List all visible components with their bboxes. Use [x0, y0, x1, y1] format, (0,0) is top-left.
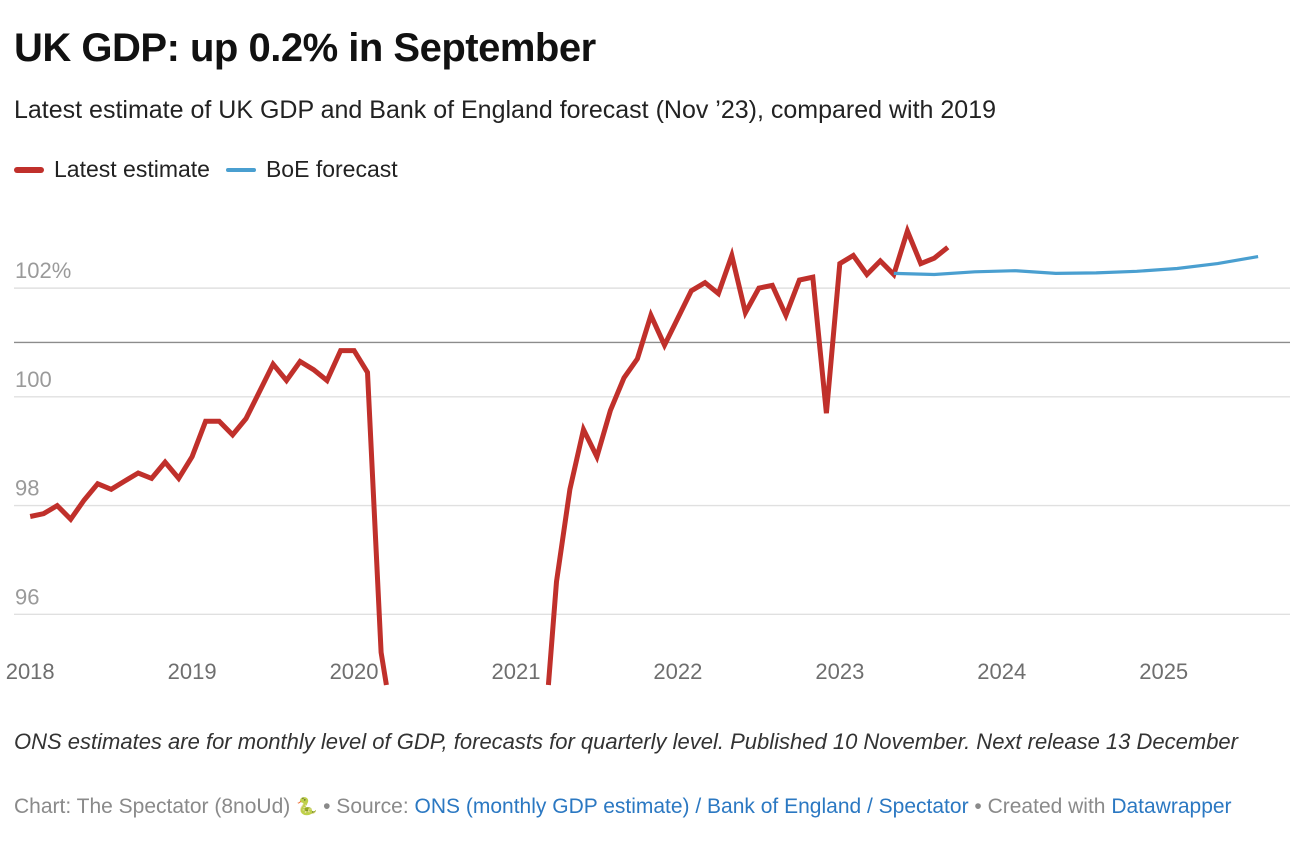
y-tick-label-102: 102% — [15, 258, 71, 283]
chart-title: UK GDP: up 0.2% in September — [14, 26, 596, 70]
chart-credit-line: Chart: The Spectator (8noUd) 🐍 • Source:… — [14, 795, 1232, 819]
source-prefix: • Source: — [323, 795, 409, 818]
snake-icon: 🐍 — [296, 797, 318, 816]
datawrapper-link[interactable]: Datawrapper — [1111, 795, 1232, 818]
x-tick-label-2019: 2019 — [168, 659, 217, 684]
legend-label-latest-estimate: Latest estimate — [54, 156, 210, 182]
chart-subtitle: Latest estimate of UK GDP and Bank of En… — [14, 96, 997, 124]
source-link[interactable]: ONS (monthly GDP estimate) / Bank of Eng… — [414, 795, 969, 818]
x-tick-label-2025: 2025 — [1139, 659, 1188, 684]
x-tick-label-2023: 2023 — [815, 659, 864, 684]
y-tick-label-96: 96 — [15, 584, 39, 609]
x-tick-label-2024: 2024 — [977, 659, 1026, 684]
x-tick-label-2020: 2020 — [330, 659, 379, 684]
created-with-prefix: • Created with — [974, 795, 1106, 818]
legend-item-boe-forecast: BoE forecast — [225, 156, 398, 183]
legend-swatch-boe-forecast — [225, 167, 256, 172]
gridlines — [14, 287, 1290, 616]
series-lines — [29, 223, 1259, 686]
y-axis: 96 98 100 102% — [15, 258, 71, 609]
x-tick-label-2018: 2018 — [6, 659, 55, 684]
x-tick-label-2022: 2022 — [653, 659, 702, 684]
series-line-boe-forecast — [893, 255, 1259, 277]
legend-swatch-latest-estimate — [14, 166, 44, 173]
chart-notes: ONS estimates are for monthly level of G… — [14, 729, 1238, 754]
chart-legend: Latest estimate BoE forecast — [14, 156, 414, 183]
series-line-latest-estimate — [29, 223, 950, 686]
legend-label-boe-forecast: BoE forecast — [265, 156, 398, 182]
x-axis: 2018 2019 2020 2021 2022 2023 2024 2025 — [6, 659, 1188, 684]
chart-credit: Chart: The Spectator (8noUd) — [14, 795, 291, 818]
gdp-line-chart: 96 98 100 102% 2018 2019 2020 2021 2022 2023 2024… — [6, 223, 1290, 686]
legend-item-latest-estimate: Latest estimate — [14, 156, 210, 183]
y-tick-label-100: 100 — [15, 367, 52, 392]
y-tick-label-98: 98 — [15, 476, 39, 501]
x-tick-label-2021: 2021 — [492, 659, 541, 684]
